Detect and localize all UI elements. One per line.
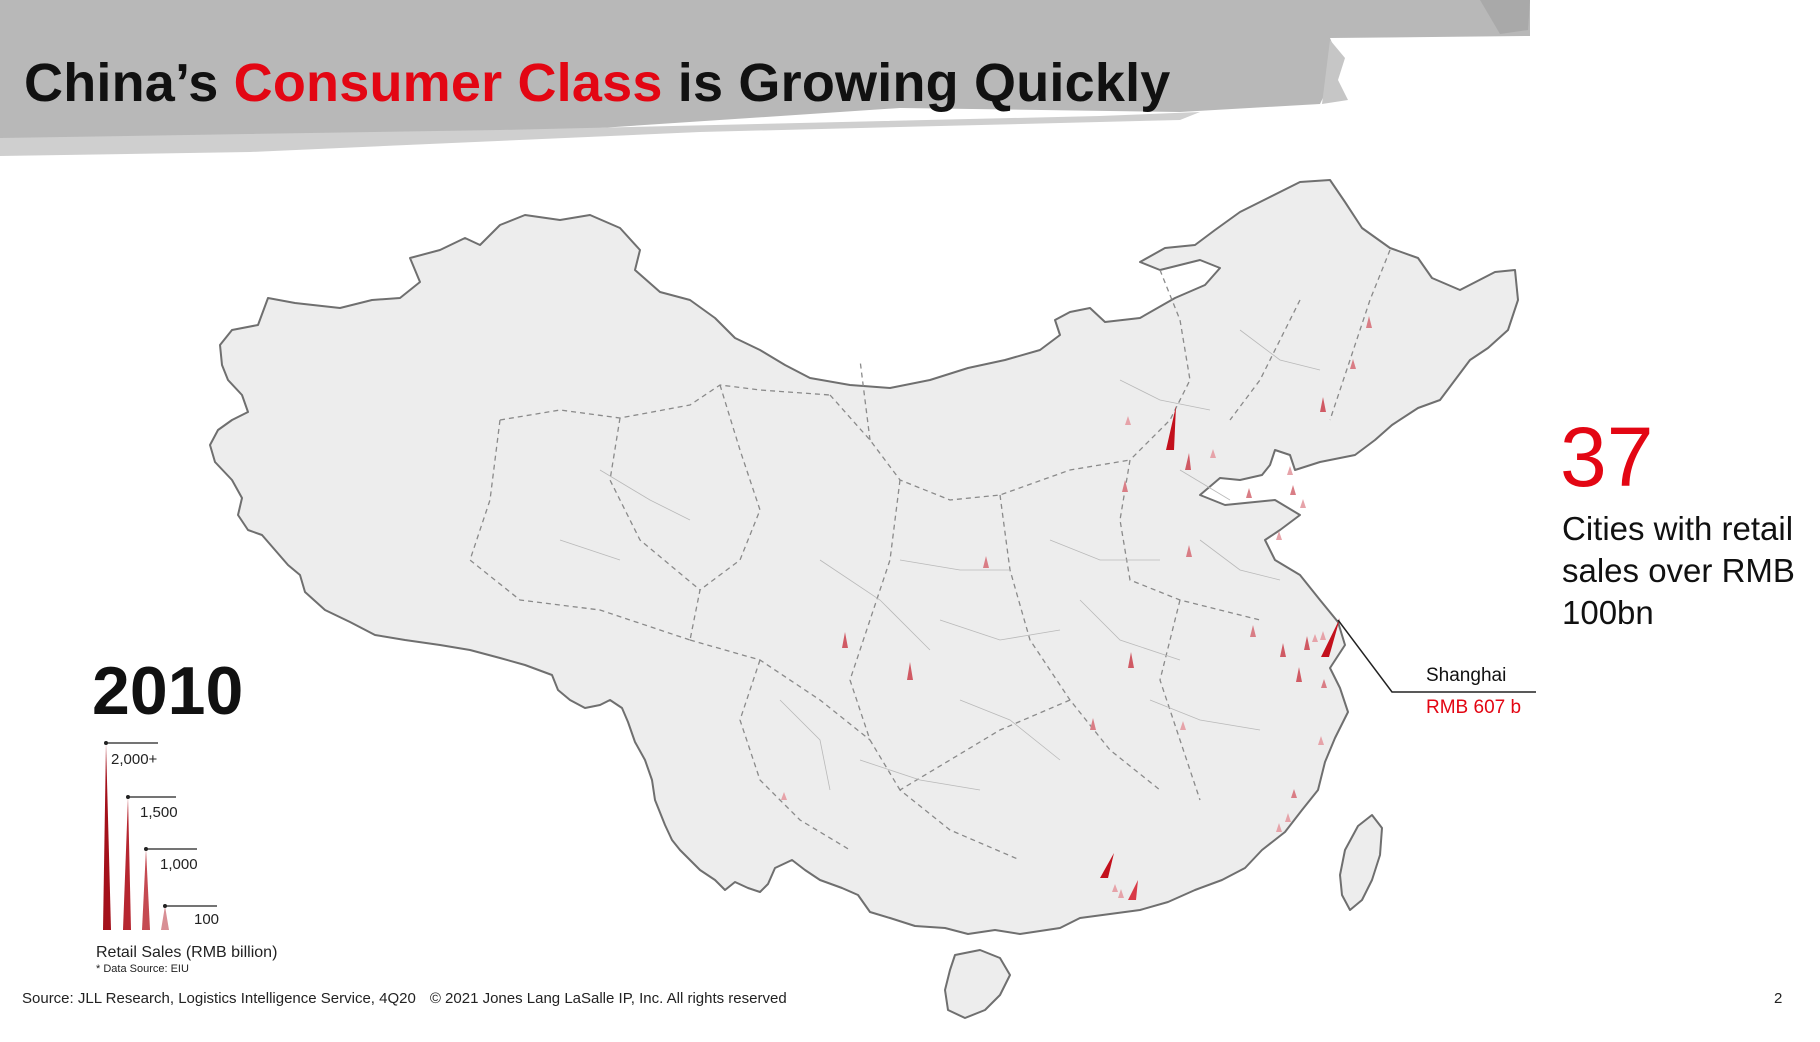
spike-chongqing (907, 662, 913, 680)
spike-shenzhen (1128, 880, 1138, 900)
hainan-island (944, 949, 1011, 1019)
footer-copyright: © 2021 Jones Lang LaSalle IP, Inc. All r… (429, 990, 787, 1007)
spike-jinan (1246, 488, 1252, 498)
spike-wenzhou (1318, 736, 1324, 745)
title-band (0, 0, 1530, 156)
spike-nanchang (1180, 721, 1186, 730)
spike-changsha (1090, 718, 1096, 730)
mainland-china-outline (209, 179, 1519, 935)
spike-chengdu (842, 632, 848, 648)
spike-yantai (1300, 499, 1306, 508)
legend-label-100: 100 (194, 911, 220, 928)
legend-caption: Retail Sales (RMB billion) (96, 944, 278, 961)
spike-ningbo (1321, 679, 1327, 688)
spike-tangshan (1210, 449, 1216, 458)
spike-shijiazhuang (1122, 480, 1128, 492)
retail-sales-spikes (781, 316, 1372, 900)
spike-dongguan (1118, 889, 1124, 898)
retail-sales-spike-icon (142, 849, 150, 930)
spike-beijing (1166, 406, 1176, 450)
spike-zhengzhou (1186, 545, 1192, 557)
spike-nanjing (1280, 643, 1286, 657)
spike-wuhan (1128, 652, 1134, 668)
spike-xian (983, 556, 989, 568)
spike-wuxi (1320, 631, 1326, 640)
spike-kunming (781, 792, 787, 800)
callout-city: Shanghai (1426, 665, 1507, 686)
callout-leader (1337, 619, 1536, 693)
page-title: China’s Consumer Class is Growing Quickl… (24, 53, 1171, 113)
retail-sales-spike-icon (123, 797, 131, 930)
stat-number: 37 (1560, 410, 1654, 504)
spike-changchun (1350, 359, 1356, 369)
spike-guangzhou (1100, 853, 1114, 878)
spike-xuzhou (1276, 531, 1282, 540)
spike-hangzhou (1296, 667, 1302, 682)
year-label: 2010 (92, 653, 244, 729)
spike-qingdao (1290, 485, 1296, 495)
page-number: 2 (1774, 990, 1783, 1007)
taiwan-island (1339, 814, 1383, 911)
spike-suzhou (1304, 636, 1310, 650)
spike-quanzhou (1285, 813, 1291, 822)
legend-label-1000: 1,000 (160, 856, 198, 873)
spike-fuzhou (1291, 789, 1297, 798)
retail-sales-spike-icon (161, 906, 169, 930)
spike-dalian (1287, 466, 1293, 475)
spike-harbin (1366, 316, 1372, 328)
retail-sales-spike-icon (103, 743, 111, 930)
legend-label-1500: 1,500 (140, 804, 178, 821)
spike-shanghai (1321, 618, 1340, 657)
footer-source: Source: JLL Research, Logistics Intellig… (22, 990, 416, 1007)
spike-tianjin (1185, 453, 1191, 470)
title-highlight: Consumer Class (233, 53, 663, 113)
spike-xiamen (1276, 823, 1282, 832)
callout-value: RMB 607 b (1426, 697, 1522, 718)
spike-foshan (1112, 884, 1118, 892)
spike-baoding (1125, 416, 1131, 425)
legend-graphic (103, 741, 217, 930)
legend-data-source: * Data Source: EIU (96, 963, 189, 975)
spike-changzhou (1312, 634, 1318, 642)
spike-hefei (1250, 625, 1256, 637)
stat-description: Cities with retail sales over RMB 100bn (1562, 510, 1795, 631)
legend: 2,000+ 1,500 1,000 100 Retail Sales (RMB… (80, 735, 310, 1005)
spike-shenyang (1320, 397, 1326, 412)
footer: Source: JLL Research, Logistics Intellig… (22, 990, 787, 1007)
legend-label-2000: 2,000+ (111, 751, 158, 768)
